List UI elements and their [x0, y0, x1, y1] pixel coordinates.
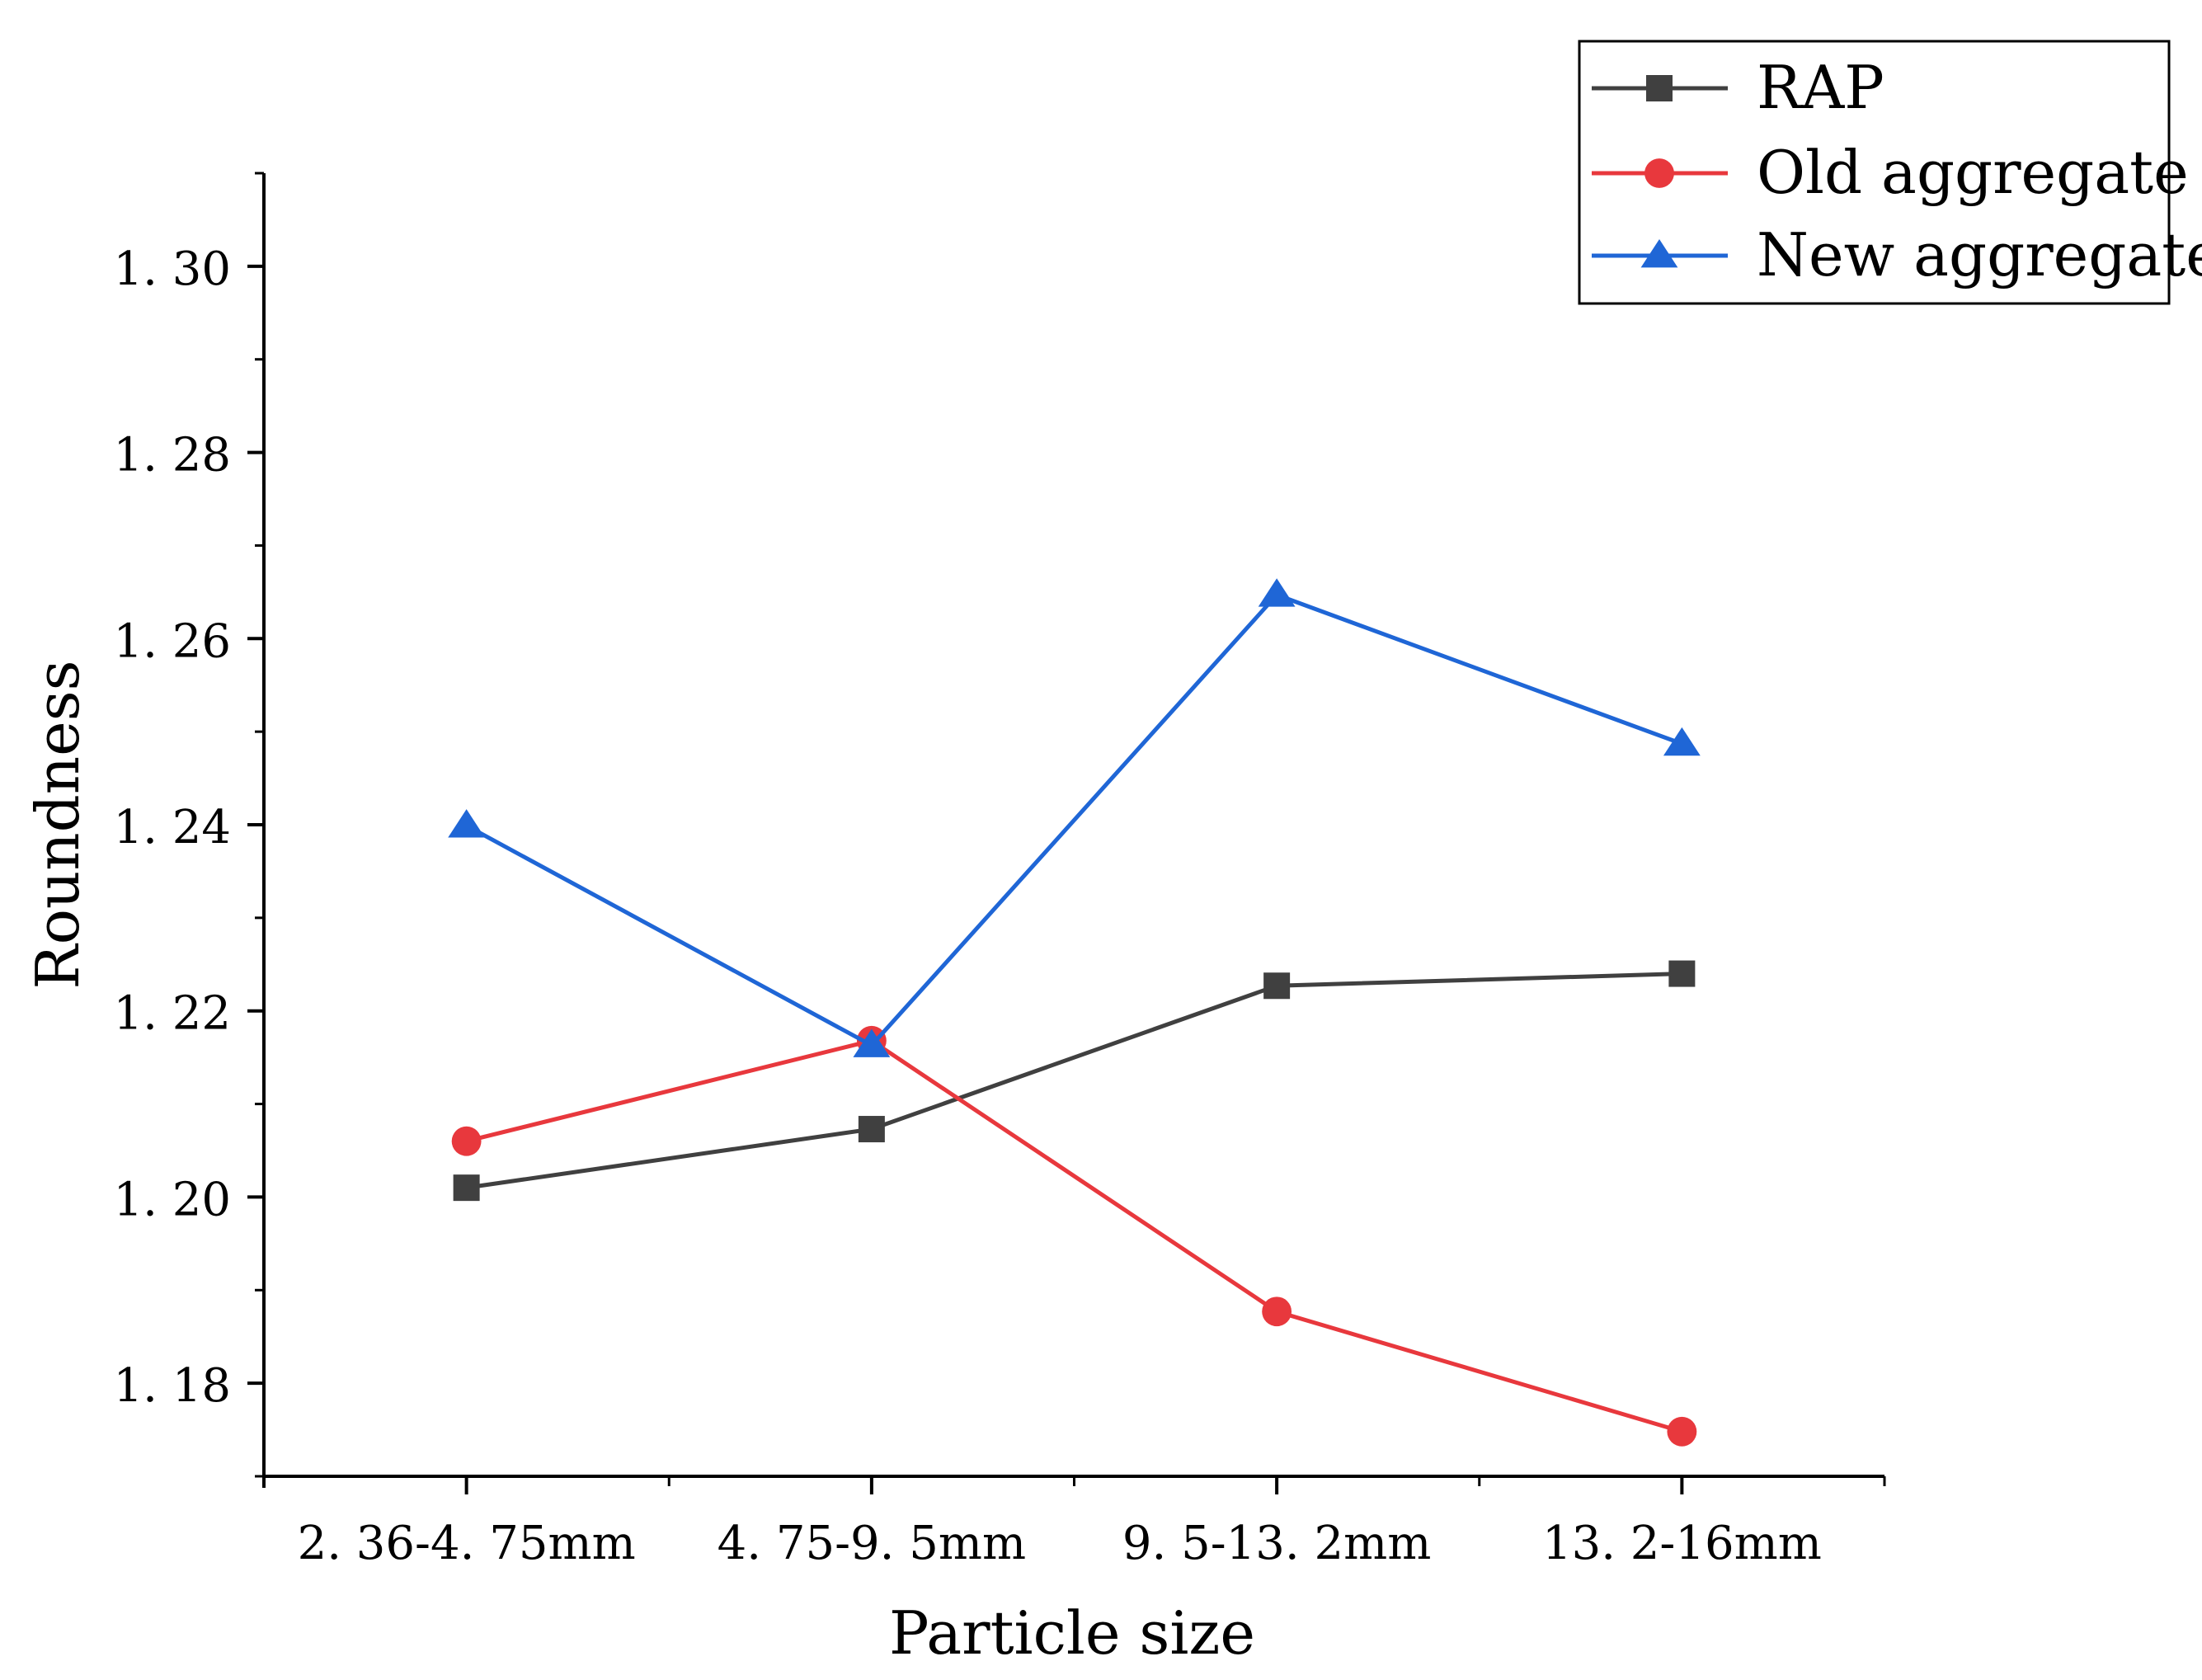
data-point — [858, 1116, 885, 1143]
series-line — [466, 972, 1682, 1190]
legend-entry: New aggregate — [1592, 220, 2202, 289]
series-old-aggregate — [451, 1025, 1697, 1447]
series-line — [465, 592, 1683, 1047]
series-group — [448, 578, 1701, 1447]
series-line — [466, 1038, 1683, 1434]
data-point — [1262, 1296, 1292, 1327]
y-tick-label: 1. 26 — [114, 614, 232, 668]
data-point — [451, 1126, 482, 1156]
legend-marker — [1644, 158, 1674, 188]
x-tick-label: 4. 75-9. 5mm — [718, 1517, 1026, 1570]
y-tick-label: 1. 22 — [114, 987, 232, 1041]
series-rap — [453, 960, 1696, 1202]
y-tick-label: 1. 20 — [114, 1173, 232, 1226]
y-axis-title: Roundness — [23, 660, 92, 989]
axes: 1. 18 1. 20 1. 22 1. 24 1. 26 1. 28 1. 30 2. 36… — [114, 172, 1886, 1570]
data-point — [1263, 972, 1291, 1000]
legend-label: Old aggregate — [1757, 138, 2189, 207]
x-tick-label: 9. 5-13. 2mm — [1122, 1517, 1431, 1570]
legend-marker — [1646, 75, 1673, 101]
data-point — [448, 809, 486, 838]
data-point — [1667, 1416, 1697, 1447]
data-point — [1663, 727, 1701, 756]
legend-marker — [1640, 239, 1678, 268]
legend-label: RAP — [1757, 53, 1884, 122]
series-new-aggregate — [448, 578, 1701, 1057]
data-point — [1668, 960, 1696, 987]
x-tick-label: 13. 2-16mm — [1542, 1517, 1822, 1570]
y-tick-label: 1. 28 — [114, 429, 232, 482]
legend-entry: Old aggregate — [1592, 138, 2189, 207]
y-tick-label: 1. 24 — [114, 801, 232, 854]
y-tick-label: 1. 30 — [114, 242, 232, 296]
legend: RAP Old aggregate New aggregate — [1578, 40, 2202, 305]
legend-entry: RAP — [1592, 53, 1884, 122]
x-axis-title: Particle size — [889, 1598, 1255, 1668]
y-tick-label: 1. 18 — [114, 1359, 232, 1413]
data-point — [853, 1028, 891, 1057]
legend-label: New aggregate — [1757, 220, 2202, 289]
x-tick-label: 2. 36-4. 75mm — [298, 1517, 636, 1570]
data-point — [1258, 578, 1296, 607]
data-point — [453, 1174, 480, 1202]
